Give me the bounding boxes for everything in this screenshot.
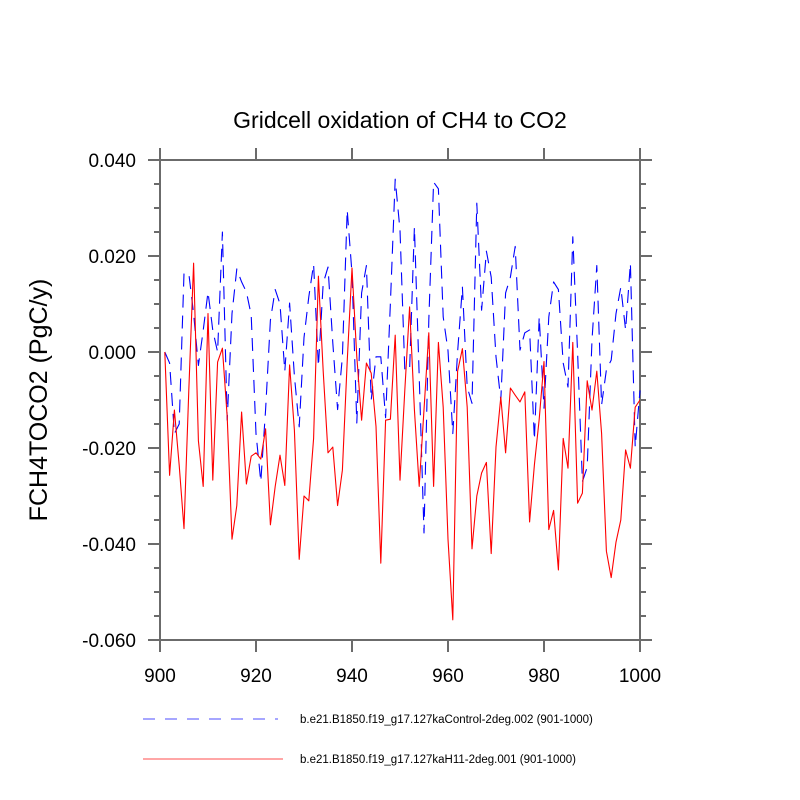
y-axis-ticks: 0.040 0.020 0.000 -0.020 -0.040 -0.060 [82,151,652,652]
x-tick-label: 940 [336,666,368,687]
y-tick-label: -0.040 [82,535,136,556]
y-tick-label: 0.040 [88,151,136,172]
series-layer [164,178,641,621]
series-line [164,262,641,621]
x-tick-label: 960 [432,666,464,687]
series-control [164,178,641,534]
x-tick-label: 900 [144,666,176,687]
legend-label-control: b.e21.B1850.f19_g17.127kaControl-2deg.00… [300,714,593,726]
series-line [164,178,641,534]
x-axis-ticks: 900 920 940 960 980 1000 [144,148,661,687]
plot-frame [148,148,652,652]
x-tick-label: 920 [240,666,272,687]
x-tick-label: 1000 [619,666,661,687]
series-h11 [164,262,641,621]
y-axis-label: FCH4TOCO2 (PgC/y) [25,279,53,522]
y-tick-label: 0.020 [88,247,136,268]
y-tick-label: -0.020 [82,439,136,460]
chart-title: Gridcell oxidation of CH4 to CO2 [233,107,567,133]
y-tick-label: 0.000 [88,343,136,364]
y-tick-label: -0.060 [82,631,136,652]
legend: b.e21.B1850.f19_g17.127kaControl-2deg.00… [143,714,593,766]
x-tick-label: 980 [528,666,560,687]
legend-label-h11: b.e21.B1850.f19_g17.127kaH11-2deg.001 (9… [300,754,576,766]
